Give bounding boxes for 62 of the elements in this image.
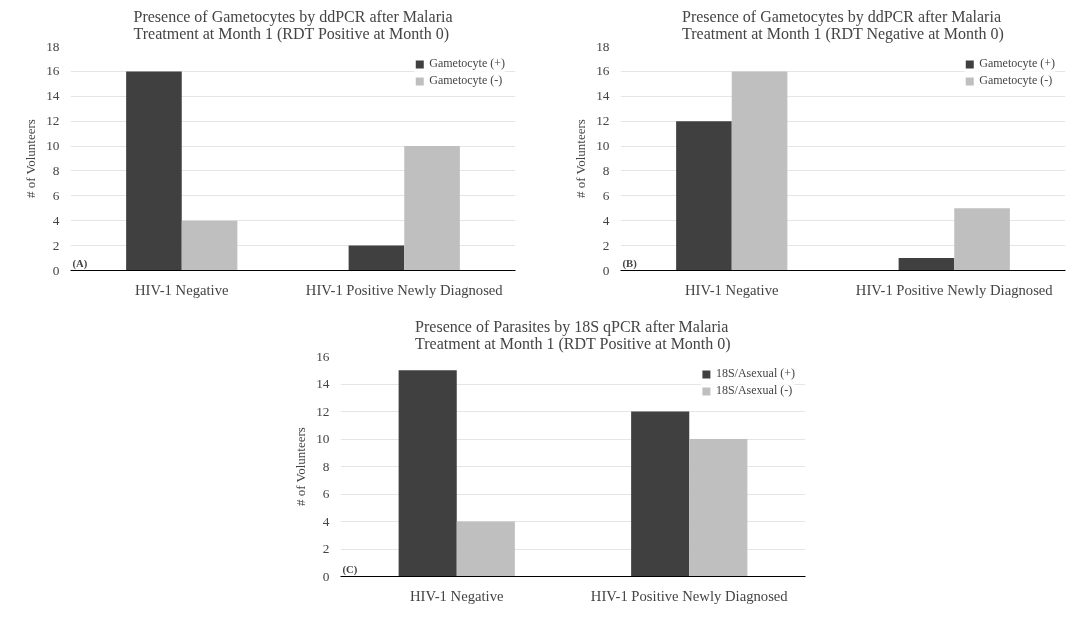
legend-label: 18S/Asexual (-) xyxy=(715,383,793,398)
y-tick-label: 2 xyxy=(52,237,60,253)
bar xyxy=(954,208,1010,271)
chart-title: Presence of Gametocytes by ddPCR after Malaria Treatment at Month 1 (RDT Negative at Month 0) xyxy=(681,7,1004,43)
y-tick-label: 14 xyxy=(596,88,610,104)
y-tick-label: 16 xyxy=(596,63,610,79)
y-tick-label: 16 xyxy=(46,63,60,79)
x-tick-label: HIV-1 Negative xyxy=(410,587,504,604)
y-tick-label: 6 xyxy=(52,187,60,203)
y-tick-label: 2 xyxy=(602,237,610,253)
annotation: (C) xyxy=(342,563,358,576)
x-tick-label: HIV-1 Positive Newly Diagnosed xyxy=(305,281,504,298)
x-tick-label: HIV-1 Positive Newly Diagnosed xyxy=(590,587,789,604)
y-tick-label: 4 xyxy=(322,513,330,529)
legend-label: Gametocyte (-) xyxy=(429,73,503,88)
y-tick-label: 8 xyxy=(322,458,330,474)
y-tick-label: 12 xyxy=(46,113,60,129)
bar xyxy=(398,370,457,577)
annotation: (B) xyxy=(622,257,638,270)
y-tick-label: 0 xyxy=(322,568,330,584)
bar xyxy=(456,521,515,577)
bar xyxy=(689,439,748,577)
y-tick-label: 14 xyxy=(46,88,60,104)
y-tick-label: 14 xyxy=(316,376,330,391)
x-tick-label: HIV-1 Negative xyxy=(135,281,229,298)
chart-title: Presence of Gametocytes by ddPCR after Malaria Treatment at Month 1 (RDT Positive at Month 0) xyxy=(133,7,453,43)
bar xyxy=(731,71,788,271)
annotation: (A) xyxy=(72,257,88,270)
y-tick-label: 12 xyxy=(596,113,610,129)
y-axis-title: # of Volunteers xyxy=(573,119,589,199)
y-tick-label: 10 xyxy=(596,138,610,154)
y-tick-label: 4 xyxy=(602,212,610,228)
y-tick-label: 18 xyxy=(46,38,60,54)
y-tick-label: 8 xyxy=(602,162,610,178)
legend-label: Gametocyte (-) xyxy=(979,73,1053,88)
y-tick-label: 2 xyxy=(322,541,330,556)
bar xyxy=(181,220,238,271)
y-tick-label: 18 xyxy=(596,38,610,54)
bar xyxy=(126,71,182,271)
legend-label: Gametocyte (+) xyxy=(429,56,505,71)
y-tick-label: 6 xyxy=(322,486,330,501)
y-tick-label: 8 xyxy=(52,162,60,178)
legend-label: 18S/Asexual (+) xyxy=(715,366,795,381)
y-tick-label: 6 xyxy=(602,187,610,203)
x-tick-label: HIV-1 Negative xyxy=(685,281,779,298)
bar xyxy=(676,121,732,271)
y-tick-label: 12 xyxy=(316,403,330,419)
bar xyxy=(404,146,460,271)
y-axis-title: # of Volunteers xyxy=(23,119,39,199)
bar xyxy=(348,245,405,271)
y-tick-label: 0 xyxy=(52,262,60,278)
y-tick-label: 4 xyxy=(52,212,60,228)
y-tick-label: 0 xyxy=(602,262,610,278)
x-tick-label: HIV-1 Positive Newly Diagnosed xyxy=(855,281,1054,298)
y-tick-label: 16 xyxy=(316,348,330,364)
chart-title: Presence of Parasites by 18S qPCR after Malaria Treatment at Month 1 (RDT Positive at Month 0) xyxy=(415,317,731,353)
y-tick-label: 10 xyxy=(46,138,60,154)
bar xyxy=(898,258,955,271)
y-axis-title: # of Volunteers xyxy=(293,427,309,507)
bar xyxy=(631,411,690,577)
y-tick-label: 10 xyxy=(316,431,330,446)
legend-label: Gametocyte (+) xyxy=(979,56,1055,71)
